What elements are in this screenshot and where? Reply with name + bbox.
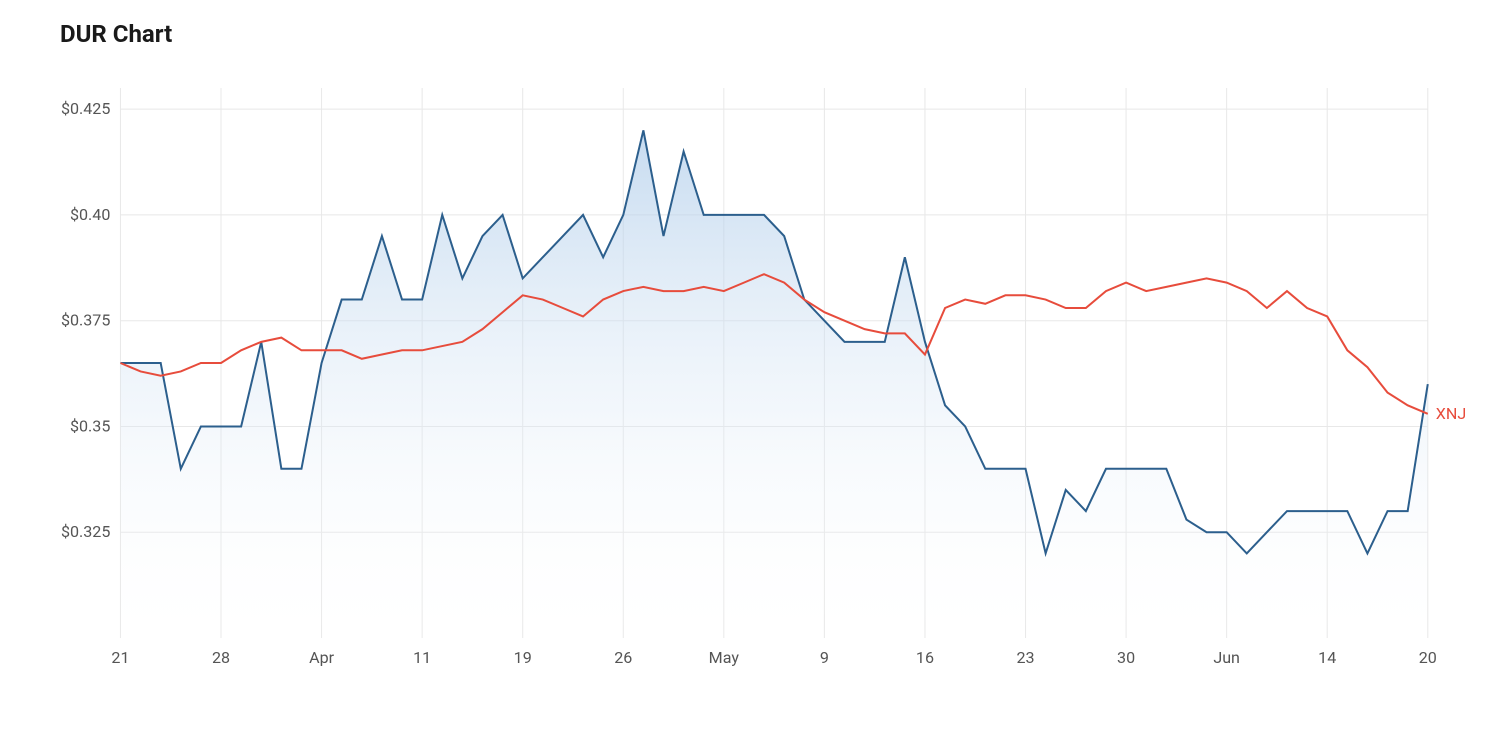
x-tick-label: Apr xyxy=(309,648,335,667)
y-axis: $0.325 $0.35 $0.375 $0.40 $0.425 xyxy=(61,99,110,541)
x-tick-label: 11 xyxy=(413,648,431,667)
x-tick-label: 9 xyxy=(820,648,829,667)
y-tick-label: $0.35 xyxy=(70,417,110,436)
chart-svg: $0.325 $0.35 $0.375 $0.40 $0.425 21 28 Apr 11 19… xyxy=(40,78,1468,698)
x-tick-label: Jun xyxy=(1213,648,1240,667)
x-tick-label: 30 xyxy=(1117,648,1135,667)
chart-title: DUR Chart xyxy=(60,20,1468,48)
y-tick-label: $0.40 xyxy=(70,205,110,224)
y-tick-label: $0.425 xyxy=(61,99,110,118)
x-tick-label: 20 xyxy=(1419,648,1437,667)
x-tick-label: 14 xyxy=(1318,648,1336,667)
x-tick-label: 16 xyxy=(916,648,934,667)
x-tick-label: 21 xyxy=(111,648,129,667)
chart-container: $0.325 $0.35 $0.375 $0.40 $0.425 21 28 Apr 11 19… xyxy=(40,78,1468,698)
x-axis: 21 28 Apr 11 19 26 May 9 16 23 30 Jun 14 20 xyxy=(111,648,1436,667)
x-tick-label: 28 xyxy=(212,648,230,667)
y-tick-label: $0.325 xyxy=(61,522,110,541)
x-tick-label: May xyxy=(709,648,740,667)
y-tick-label: $0.375 xyxy=(61,311,110,330)
x-tick-label: 23 xyxy=(1016,648,1034,667)
x-tick-label: 19 xyxy=(514,648,532,667)
x-tick-label: 26 xyxy=(614,648,632,667)
secondary-series-label: XNJ xyxy=(1436,404,1466,423)
